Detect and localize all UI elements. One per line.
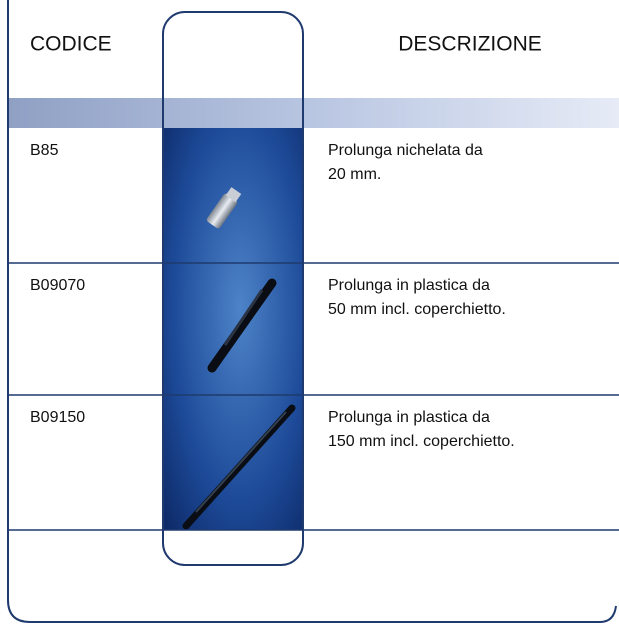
- product-description: Prolunga nichelata da: [328, 142, 483, 159]
- page-border: [7, 0, 617, 623]
- product-description: 50 mm incl. coperchietto.: [328, 301, 506, 318]
- product-description: 150 mm incl. coperchietto.: [328, 433, 515, 450]
- image-column-frame: [162, 11, 304, 566]
- product-b09150: [182, 404, 296, 530]
- product-b09070: [207, 278, 277, 373]
- product-description: Prolunga in plastica da: [328, 277, 490, 294]
- product-code: B09150: [30, 409, 85, 426]
- header-band: [8, 98, 619, 128]
- description-header: DESCRIZIONE: [398, 33, 542, 56]
- product-description: Prolunga in plastica da: [328, 409, 490, 426]
- code-header: CODICE: [30, 33, 112, 56]
- layout: [7, 0, 619, 623]
- product-b85: [206, 187, 242, 229]
- product-code: B09070: [30, 277, 85, 294]
- product-code: B85: [30, 142, 59, 159]
- product-description: 20 mm.: [328, 166, 381, 183]
